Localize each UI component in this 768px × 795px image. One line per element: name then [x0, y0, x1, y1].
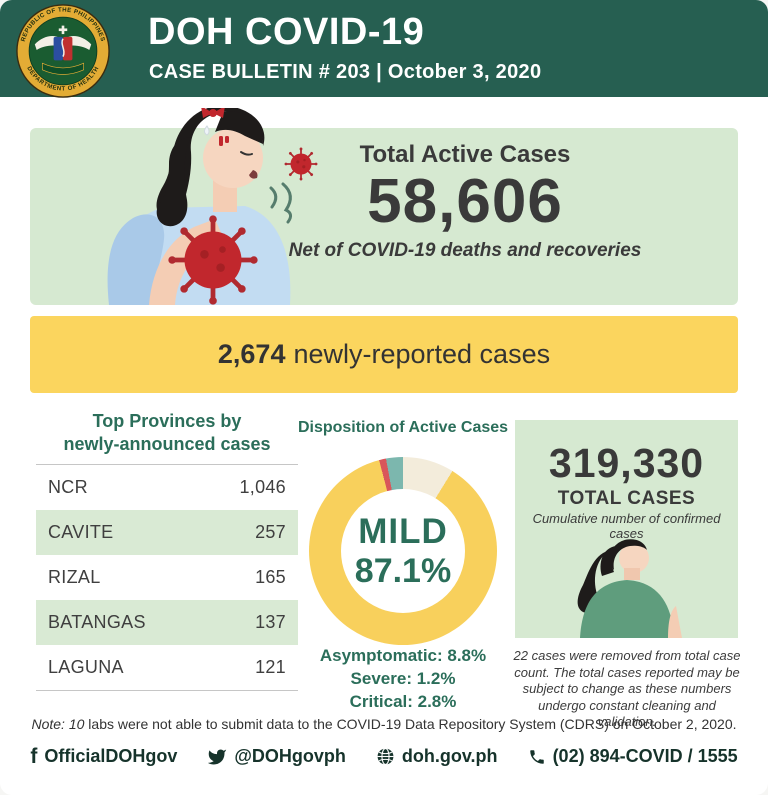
total-cases-value: 319,330 — [548, 440, 705, 486]
table-row: CAVITE 257 — [36, 510, 298, 555]
globe-icon — [377, 748, 394, 765]
seal-emblem — [34, 25, 92, 75]
donut-center-label: MILD — [358, 511, 448, 551]
table-row: RIZAL 165 — [36, 555, 298, 600]
footer-item-twitter: @DOHgovph — [207, 746, 346, 767]
phone-icon — [529, 749, 544, 764]
labs-note: Note: 10 labs were not able to submit da… — [0, 716, 768, 732]
disposition-stats: Asymptomatic: 8.8% Severe: 1.2% Critical… — [320, 644, 486, 713]
total-cases-sublabel: Cumulative number of confirmed cases — [532, 511, 721, 541]
province-name: LAGUNA — [48, 657, 124, 677]
total-cases-label: TOTAL CASES — [557, 488, 696, 509]
facebook-icon: f — [30, 745, 38, 768]
disposition-stat: Severe: 1.2% — [350, 669, 456, 688]
cough-lines — [269, 182, 293, 224]
disposition-donut: MILD 87.1% — [309, 457, 497, 645]
active-cases-value: 58,606 — [367, 167, 563, 236]
hair-bow — [201, 108, 225, 118]
province-name: BATANGAS — [48, 612, 146, 632]
province-value: 1,046 — [239, 477, 286, 497]
provinces-table: NCR 1,046 CAVITE 257 RIZAL 165 BATANGAS … — [36, 464, 298, 691]
total-cases-note: 22 cases were removed from total case co… — [513, 648, 741, 729]
twitter-handle: @DOHgovph — [234, 746, 346, 766]
footer-bar: f OfficialDOHgov @DOHgovph doh.gov.ph — [0, 746, 768, 767]
total-cases-card: 319,330 TOTAL CASES Cumulative number of… — [515, 420, 738, 638]
disposition-stat: Critical: 2.8% — [349, 692, 457, 711]
provinces-title-line1: Top Provinces by — [92, 411, 242, 431]
active-cases-text: Total Active Cases 58,606 Net of COVID-1… — [255, 141, 675, 262]
doh-seal-logo: REPUBLIC OF THE PHILIPPINES DEPARTMENT O… — [16, 4, 110, 98]
facebook-handle: OfficialDOHgov — [44, 746, 178, 766]
footer-item-phone: (02) 894-COVID / 1555 — [528, 746, 738, 767]
provinces-panel: Top Provinces by newly-announced cases N… — [36, 410, 298, 691]
provinces-title-line2: newly-announced cases — [63, 433, 271, 454]
donut-hole: MILD 87.1% — [341, 489, 465, 613]
active-cases-label: Total Active Cases — [359, 141, 571, 168]
disposition-title: Disposition of Active Cases — [297, 419, 509, 436]
table-row: BATANGAS 137 — [36, 600, 298, 645]
provinces-title: Top Provinces by newly-announced cases — [36, 410, 298, 455]
coughing-person-illustration — [107, 108, 319, 305]
province-name: NCR — [48, 477, 88, 497]
province-value: 121 — [255, 657, 286, 677]
page-title: DOH COVID-19 — [148, 11, 425, 53]
new-cases-banner: 2,674 newly-reported cases — [30, 316, 738, 393]
labs-note-prefix: Note: 10 — [31, 716, 85, 732]
labs-note-text: labs were not able to submit data to the… — [84, 716, 737, 732]
twitter-icon — [208, 748, 227, 764]
phone-number: (02) 894-COVID / 1555 — [552, 746, 738, 766]
header-bar: REPUBLIC OF THE PHILIPPINES DEPARTMENT O… — [0, 0, 768, 98]
footer-item-facebook: f OfficialDOHgov — [30, 746, 177, 767]
donut-center-value: 87.1% — [354, 551, 452, 590]
province-value: 165 — [255, 567, 286, 587]
province-value: 257 — [255, 522, 286, 542]
new-cases-value: 2,674 — [217, 339, 286, 369]
province-name: CAVITE — [48, 522, 114, 542]
province-name: RIZAL — [48, 567, 101, 587]
disposition-stat: Asymptomatic: 8.8% — [319, 646, 487, 665]
page-subtitle: CASE BULLETIN # 203 | October 3, 2020 — [149, 61, 542, 83]
table-row: LAGUNA 121 — [36, 645, 298, 690]
province-value: 137 — [255, 612, 286, 632]
footer-item-website: doh.gov.ph — [376, 746, 498, 767]
standing-person-illustration — [577, 539, 682, 638]
website-url: doh.gov.ph — [401, 746, 498, 766]
table-row: NCR 1,046 — [36, 465, 298, 510]
active-cases-note: Net of COVID-19 deaths and recoveries — [288, 239, 642, 261]
new-cases-label: newly-reported cases — [293, 339, 551, 369]
